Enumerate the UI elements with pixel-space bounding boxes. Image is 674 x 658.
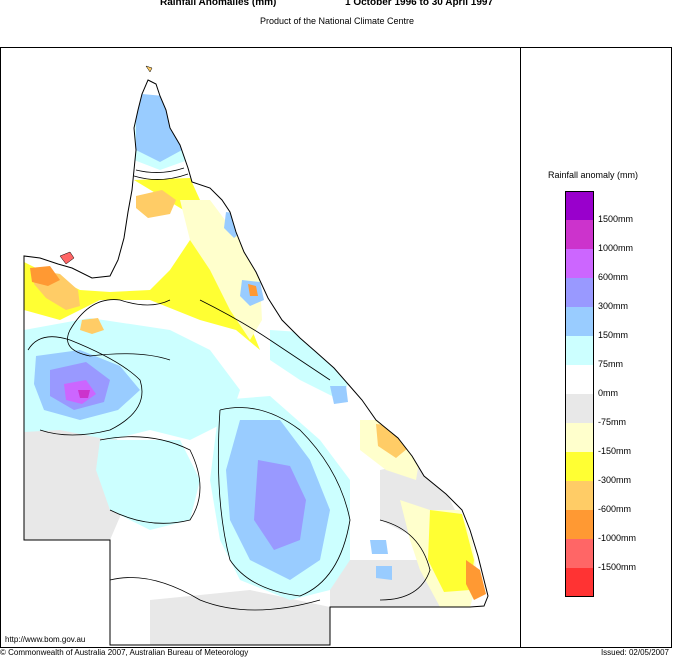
legend-swatch (565, 307, 594, 336)
legend-swatch (565, 510, 594, 539)
legend-label: -150mm (598, 446, 632, 456)
legend-label: 1000mm (598, 243, 634, 253)
legend-label: -1000mm (598, 533, 637, 543)
map-period: 1 October 1996 to 30 April 1997 (345, 0, 494, 8)
legend-label: 75mm (598, 359, 624, 369)
title-row: Rainfall Anomalies (mm) 1 October 1996 t… (0, 0, 674, 11)
legend-label: -75mm (598, 417, 627, 427)
legend-label: -600mm (598, 504, 632, 514)
map-subtitle: Product of the National Climate Centre (259, 16, 415, 26)
legend-label: 150mm (598, 330, 629, 340)
map-title: Rainfall Anomalies (mm) (160, 0, 277, 8)
legend-swatch (565, 191, 594, 220)
legend-label: 300mm (598, 301, 629, 311)
legend-label: -300mm (598, 475, 632, 485)
legend-swatch (565, 452, 594, 481)
legend-label: 0mm (598, 388, 618, 398)
legend-swatch (565, 568, 594, 597)
footer-issued: Issued: 02/05/2007 (600, 648, 669, 657)
legend-label: 1500mm (598, 214, 634, 224)
legend-swatch (565, 278, 594, 307)
map-frame (0, 47, 672, 648)
legend-swatch (565, 539, 594, 568)
legend-divider (520, 47, 521, 648)
legend-title: Rainfall anomaly (mm) (548, 170, 639, 180)
legend-swatch (565, 249, 594, 278)
footer-copyright: © Commonwealth of Australia 2007, Austra… (0, 648, 249, 657)
legend-label: -1500mm (598, 562, 637, 572)
legend-swatch (565, 423, 594, 452)
legend-swatch (565, 336, 594, 365)
anomaly-map (23, 65, 489, 646)
legend-swatch (565, 365, 594, 394)
legend-label: 600mm (598, 272, 629, 282)
legend-swatch (565, 394, 594, 423)
footer-url[interactable]: http://www.bom.gov.au (5, 635, 86, 644)
legend-swatch (565, 220, 594, 249)
legend-swatch (565, 481, 594, 510)
